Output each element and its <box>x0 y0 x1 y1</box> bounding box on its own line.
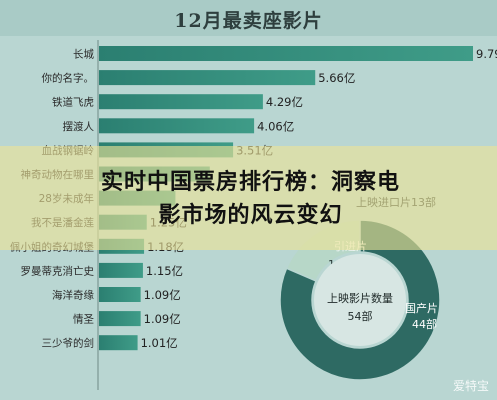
bar <box>99 287 141 302</box>
donut-center <box>314 254 406 346</box>
title-band <box>0 0 497 36</box>
category-label: 铁道飞虎 <box>52 96 94 109</box>
donut-center-value: 54部 <box>348 309 373 323</box>
category-label: 海洋奇缘 <box>52 289 94 302</box>
slice-name: 国产片 <box>405 301 438 315</box>
headline-line-1: 实时中国票房排行榜：洞察电 <box>100 170 400 195</box>
bar <box>99 335 138 351</box>
headline-banner <box>0 146 497 250</box>
category-label: 情圣 <box>73 313 94 326</box>
watermark: 爱特宝 <box>452 379 489 393</box>
category-label: 你的名字。 <box>42 72 95 85</box>
bar <box>99 311 141 327</box>
chart-title: 12月最卖座影片 <box>174 10 323 32</box>
headline-line-2: 影市场的风云变幻 <box>158 203 343 228</box>
bar-value-label: 1.01亿 <box>141 336 178 350</box>
category-label: 罗曼蒂克消亡史 <box>21 264 95 277</box>
bar <box>99 46 473 61</box>
donut-slice <box>279 219 441 381</box>
category-label: 摆渡人 <box>63 120 95 133</box>
bar-value-label: 1.09亿 <box>144 288 181 302</box>
bar-value-label: 5.66亿 <box>318 71 355 85</box>
bar <box>99 262 143 278</box>
bar <box>99 118 255 134</box>
category-label: 长城 <box>73 49 94 61</box>
bar-value-label: 9.79亿 <box>476 47 497 61</box>
bar-value-label: 1.09亿 <box>144 312 181 326</box>
bar <box>99 94 263 110</box>
slice-value-label: 44部 <box>412 317 437 331</box>
bar <box>99 70 316 86</box>
bar-value-label: 4.29亿 <box>266 95 303 109</box>
bar-value-label: 1.15亿 <box>146 264 183 278</box>
headline-text: 实时中国票房排行榜：洞察电 影市场的风云变幻 <box>48 166 453 232</box>
donut-center-label: 上映影片数量 <box>327 292 393 305</box>
bar-value-label: 4.06亿 <box>257 119 294 133</box>
category-label: 三少爷的剑 <box>42 337 95 350</box>
